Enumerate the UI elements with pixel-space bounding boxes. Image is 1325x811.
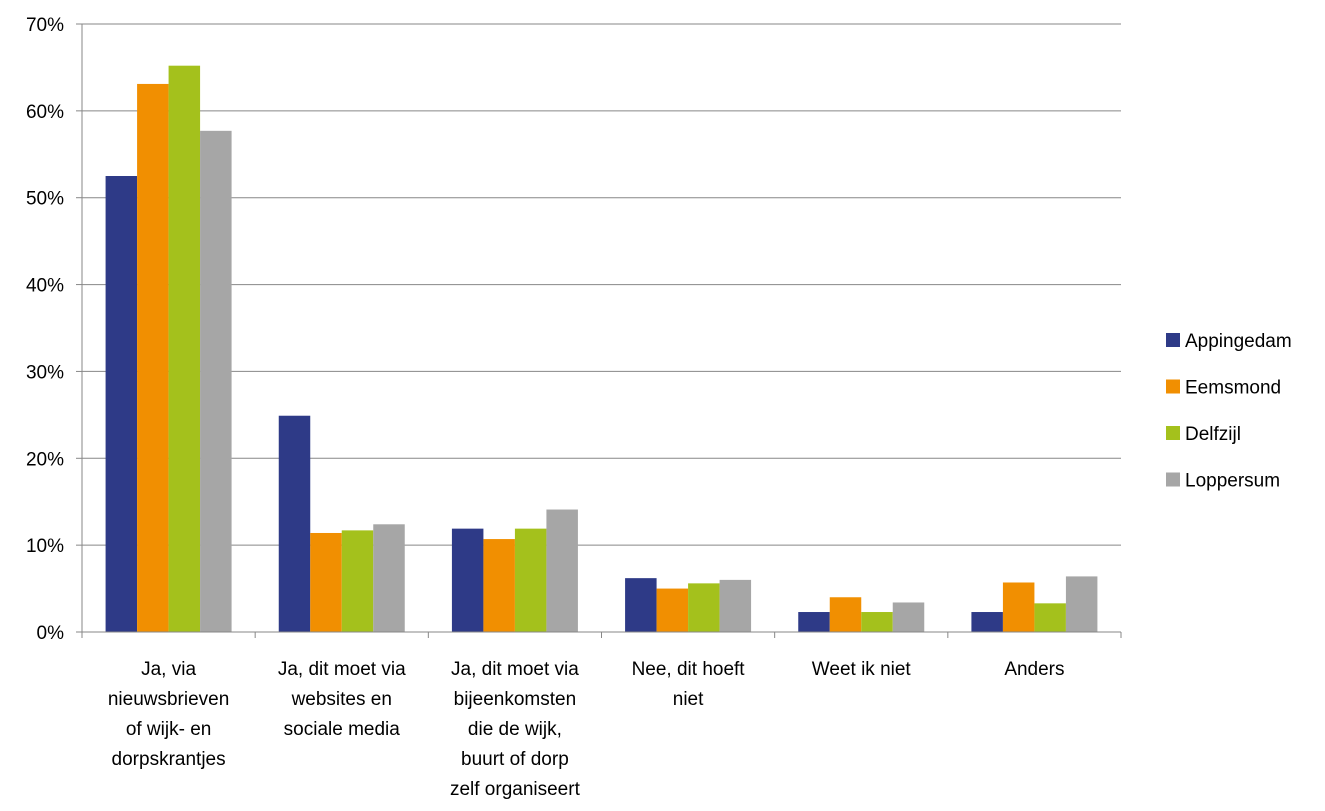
y-tick-label: 10% xyxy=(26,536,64,557)
legend-swatch-loppersum xyxy=(1166,472,1180,487)
x-category-label-line: nieuwsbrieven xyxy=(108,689,229,710)
y-tick-label: 70% xyxy=(26,15,64,36)
bar-eemsmond-4 xyxy=(829,597,862,632)
legend-label-appingedam: Appingedam xyxy=(1185,331,1292,352)
bar-appingedam-4 xyxy=(798,612,830,632)
axes xyxy=(76,23,1122,638)
legend-label-eemsmond: Eemsmond xyxy=(1185,378,1281,399)
x-category-label-line: Ja, dit moet via xyxy=(278,659,406,680)
bar-eemsmond-0 xyxy=(137,83,169,633)
legend-label-loppersum: Loppersum xyxy=(1185,471,1280,492)
x-category-label-line: Ja, dit moet via xyxy=(451,659,579,680)
legend: Appingedam Eemsmond Delfzijl Loppersum xyxy=(1166,331,1292,492)
x-category-label-line: buurt of dorp xyxy=(461,749,569,770)
x-category-label-line: websites en xyxy=(291,689,392,710)
y-tick-label: 30% xyxy=(26,362,64,383)
x-category-label-line: Anders xyxy=(1004,659,1064,680)
bar-delfzijl-1 xyxy=(341,530,374,632)
legend-swatch-appingedam xyxy=(1166,333,1180,347)
x-category-label: Ja, dit moet via websites en sociale media xyxy=(278,659,406,740)
bar-delfzijl-2 xyxy=(514,528,547,632)
x-category-label-line: zelf organiseert xyxy=(450,779,581,800)
y-tick-label: 50% xyxy=(26,189,64,210)
bar-appingedam-3 xyxy=(625,578,657,632)
bar-appingedam-2 xyxy=(451,528,484,632)
y-axis-tick-labels: 0% 10% 20% 30% 40% 50% 60% 70% xyxy=(26,15,64,644)
x-category-label-line: bijeenkomsten xyxy=(454,689,577,710)
x-category-label-line: Ja, via xyxy=(141,659,196,680)
bar-eemsmond-5 xyxy=(1002,582,1035,632)
bar-loppersum-5 xyxy=(1065,576,1098,632)
bar-loppersum-3 xyxy=(719,579,752,632)
bar-loppersum-2 xyxy=(546,509,578,632)
legend-label-delfzijl: Delfzijl xyxy=(1185,424,1241,445)
bar-delfzijl-0 xyxy=(168,65,201,633)
y-tick-label: 0% xyxy=(37,623,65,644)
bars xyxy=(105,65,1098,633)
bar-delfzijl-4 xyxy=(861,612,893,632)
bar-appingedam-0 xyxy=(105,176,138,632)
bar-loppersum-1 xyxy=(373,524,405,632)
bar-appingedam-1 xyxy=(278,415,311,632)
x-category-label: Ja, dit moet via bijeenkomsten die de wijk… xyxy=(450,659,581,800)
bar-eemsmond-1 xyxy=(310,532,342,632)
y-tick-label: 20% xyxy=(26,449,64,470)
x-category-label-line: sociale media xyxy=(284,719,401,740)
x-category-label-line: Weet ik niet xyxy=(812,659,912,680)
bar-appingedam-5 xyxy=(971,612,1003,632)
bar-delfzijl-3 xyxy=(688,583,720,632)
bar-eemsmond-3 xyxy=(656,588,689,632)
x-category-label-line: of wijk- en xyxy=(126,719,212,740)
bar-eemsmond-2 xyxy=(483,539,515,632)
x-category-label-line: die de wijk, xyxy=(468,719,562,740)
bar-loppersum-0 xyxy=(200,130,232,632)
x-category-label-line: niet xyxy=(673,689,704,710)
legend-swatch-eemsmond xyxy=(1166,379,1180,394)
x-category-label: Ja, via nieuwsbrieven of wijk- en dorpskran… xyxy=(108,659,229,770)
x-axis-category-labels: Ja, via nieuwsbrieven of wijk- en dorpskran… xyxy=(108,659,1065,800)
x-category-label: Weet ik niet xyxy=(812,659,912,680)
y-tick-label: 60% xyxy=(26,102,64,123)
x-category-label: Anders xyxy=(1004,659,1064,680)
x-category-label: Nee, dit hoeft niet xyxy=(632,659,746,710)
bar-delfzijl-5 xyxy=(1034,603,1066,632)
y-tick-label: 40% xyxy=(26,276,64,297)
gridlines xyxy=(82,23,1121,546)
bar-loppersum-4 xyxy=(892,602,925,632)
legend-swatch-delfzijl xyxy=(1166,426,1180,440)
x-category-label-line: dorpskrantjes xyxy=(112,749,226,770)
x-category-label-line: Nee, dit hoeft xyxy=(632,659,746,680)
